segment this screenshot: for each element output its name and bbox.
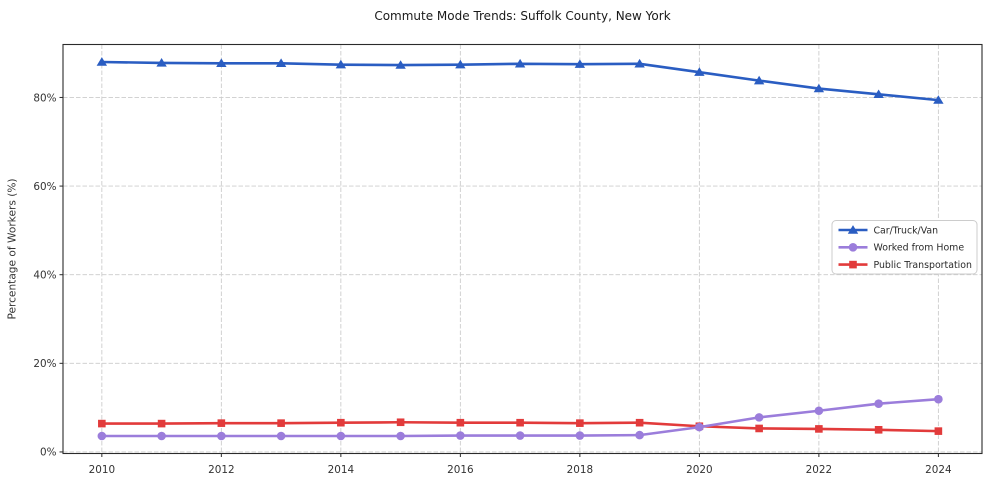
data-marker-car-truck-van [574, 59, 586, 68]
data-marker-public-transportation [456, 418, 465, 427]
data-marker-public-transportation [277, 419, 285, 427]
legend-swatch-circle-icon [848, 243, 858, 252]
data-marker-public-transportation [98, 419, 106, 428]
data-marker-car-truck-van [753, 75, 765, 85]
x-tick-label: 2016 [447, 464, 473, 476]
legend-label: Car/Truck/Van [874, 225, 939, 236]
data-marker-worked-from-home [217, 431, 226, 441]
series-line-worked-from-home [100, 397, 940, 438]
y-tick-label: 80% [33, 92, 56, 104]
data-marker-worked-from-home [336, 431, 346, 441]
data-marker-public-transportation [934, 427, 943, 435]
data-marker-car-truck-van [514, 58, 526, 68]
legend-box [831, 220, 978, 275]
data-marker-worked-from-home [575, 431, 585, 440]
data-marker-worked-from-home [934, 394, 943, 404]
data-marker-worked-from-home [515, 431, 525, 440]
x-tick-label: 2014 [328, 464, 355, 476]
series-car-truck-van [96, 57, 944, 104]
data-marker-worked-from-home [97, 431, 107, 441]
data-marker-worked-from-home [157, 431, 166, 441]
x-tick-label: 2012 [208, 464, 234, 476]
legend: Car/Truck/Van Worked from Home Public Tran… [831, 220, 978, 275]
data-marker-public-transportation [755, 424, 763, 433]
data-marker-worked-from-home [396, 431, 405, 441]
y-tick-label: 20% [33, 358, 56, 370]
data-marker-car-truck-van [156, 57, 167, 67]
data-marker-worked-from-home [754, 413, 764, 422]
data-marker-car-truck-van [873, 89, 884, 99]
data-marker-worked-from-home [695, 422, 704, 432]
series-worked-from-home [97, 394, 943, 441]
data-marker-car-truck-van [455, 59, 466, 69]
y-tick-label: 60% [33, 181, 56, 193]
data-marker-worked-from-home [635, 430, 644, 440]
data-marker-public-transportation [516, 418, 524, 427]
legend-item-public-transportation: Public Transportation [838, 260, 972, 271]
data-marker-car-truck-van [335, 59, 347, 69]
data-marker-car-truck-van [395, 60, 406, 69]
legend-swatch-square-icon [849, 260, 857, 269]
data-marker-public-transportation [815, 425, 823, 433]
data-marker-public-transportation [217, 419, 226, 427]
data-marker-car-truck-van [933, 95, 944, 104]
x-tick-label: 2024 [925, 464, 952, 476]
data-marker-worked-from-home [456, 431, 465, 440]
chart-title: Commute Mode Trends: Suffolk County, New… [374, 9, 670, 23]
data-marker-public-transportation [576, 419, 584, 427]
data-marker-car-truck-van [275, 58, 287, 68]
series-layer [96, 57, 944, 441]
data-marker-car-truck-van [813, 83, 825, 93]
y-tick-label: 40% [33, 270, 56, 282]
data-marker-car-truck-van [216, 58, 227, 68]
x-tick-label: 2010 [89, 464, 115, 476]
legend-item-worked-from-home: Worked from Home [838, 243, 965, 254]
legend-item-car-truck-van: Car/Truck/Van [838, 225, 939, 236]
x-tick-label: 2018 [567, 464, 593, 476]
x-tick-label: 2022 [806, 464, 832, 476]
data-marker-public-transportation [635, 418, 644, 427]
data-marker-car-truck-van [96, 57, 108, 66]
data-marker-public-transportation [157, 419, 166, 428]
grid-layer [63, 44, 982, 454]
x-tick-label: 2020 [686, 464, 712, 476]
legend-label: Worked from Home [874, 243, 965, 254]
data-marker-worked-from-home [874, 399, 883, 408]
series-public-transportation [98, 418, 943, 435]
legend-swatch-triangle-up-icon [847, 225, 859, 234]
plot-border [62, 43, 983, 455]
series-line-car-truck-van [100, 60, 940, 102]
data-marker-worked-from-home [814, 406, 824, 416]
data-marker-public-transportation [874, 425, 883, 434]
y-axis-label: Percentage of Workers (%) [7, 178, 19, 319]
data-marker-public-transportation [337, 418, 345, 427]
data-marker-car-truck-van [694, 67, 705, 76]
data-marker-worked-from-home [276, 431, 286, 441]
y-tick-label: 0% [40, 447, 57, 459]
data-marker-public-transportation [396, 418, 405, 427]
data-marker-car-truck-van [634, 58, 645, 68]
axis-layer: 2010 2012 2014 2016 2018 2020 2022 2024 0% 20% 40%… [33, 43, 983, 476]
legend-label: Public Transportation [874, 260, 972, 271]
